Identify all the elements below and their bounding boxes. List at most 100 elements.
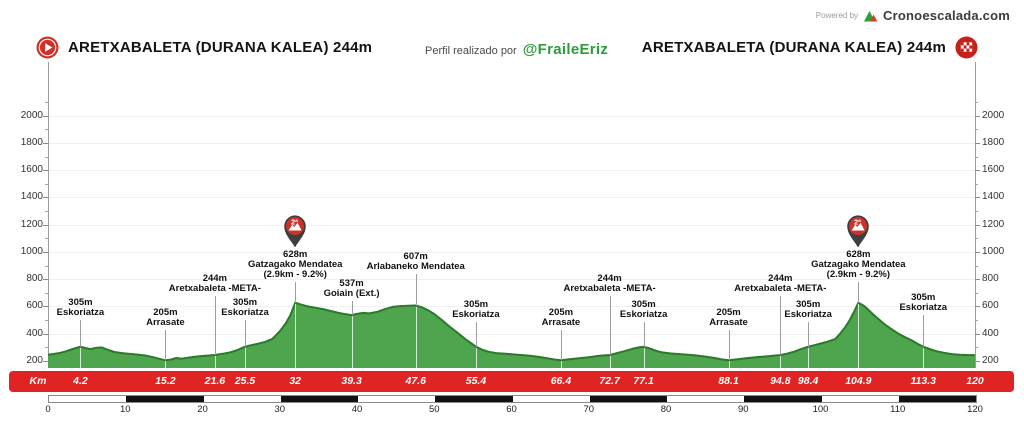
distance-scale-segment [744,396,822,402]
y-axis-label: 2000 [982,109,1005,121]
checkpoint-label: 205m Arrasate [709,308,748,328]
y-axis-label: 600 [26,300,43,312]
checkpoint-label: 607m Arlabaneko Mendatea [367,252,465,272]
checkpoint-label-line: Gatzagako Mendatea [247,259,343,270]
y-axis-label: 1000 [982,245,1005,257]
y-axis-minor-tick [45,320,48,322]
cronoescalada-logo-icon [862,8,879,23]
distance-scale-segment [513,396,590,402]
km-bar-value: 98.4 [797,375,819,387]
gridline [48,279,975,281]
y-axis-label: 1800 [20,136,43,148]
checkpoint-label-line: 305m [463,299,489,310]
checkpoint-label-line: 244m [768,273,793,284]
km-bar-value: 32 [289,375,302,387]
y-axis-label: 1000 [20,245,43,257]
y-axis-tick [975,115,980,117]
checkpoint-marker-line [295,282,297,303]
y-axis-minor-tick [975,211,978,213]
checkpoint-label-line: 244m [597,273,622,284]
y-axis-tick [43,251,48,253]
gridline [48,224,975,226]
checkpoint-label-line: 205m [716,307,741,318]
credit-handle-link[interactable]: @FraileEriz [522,41,609,58]
y-axis-tick [975,306,980,308]
x-axis-label: 20 [197,404,208,415]
powered-by-brand-link[interactable]: Cronoescalada.com [883,8,1010,23]
y-axis-tick [43,115,48,117]
y-axis-label: 1400 [982,191,1005,203]
y-axis-minor-tick [975,238,978,240]
y-axis-tick [975,170,980,172]
checkpoint-marker-line-inner [214,356,216,368]
x-axis-label: 120 [967,404,983,415]
checkpoint-label: 305m Eskoriatza [620,300,668,320]
distance-scale-segment [280,396,358,402]
checkpoint-label-line: 205m [548,307,574,318]
checkpoint-marker-line [609,296,611,355]
x-axis-label: 40 [351,404,363,415]
gridline [48,142,975,144]
x-axis-label: 60 [506,404,517,415]
checkpoint-marker-line-inner [475,347,477,368]
y-axis-label: 1600 [982,164,1005,176]
checkpoint-marker-line-inner [780,356,782,368]
y-axis-minor-tick [975,320,978,322]
finish-title: ARETXABALETA (DURANA KALEA) 244m [641,39,946,56]
checkpoint-label-line: Gatzagako Mendatea [811,259,906,270]
y-axis-minor-tick [45,183,48,185]
km-bar-value: 94.8 [770,375,791,387]
checkpoint-label: 244m Aretxabaleta -META- [734,274,826,294]
x-axis-label: 100 [812,404,829,415]
y-axis-tick [43,333,48,335]
checkpoint-label-line: 537m [339,278,364,289]
distance-scale-segment [898,396,976,402]
checkpoint-marker-line [165,330,167,361]
y-axis-minor-tick [975,183,978,185]
y-axis-minor-tick [45,292,48,294]
checkpoint-marker-line-inner [560,361,562,368]
gridline [48,333,975,335]
checkpoint-label-line: 305m [911,292,936,303]
y-axis-label: 600 [982,300,999,312]
checkpoint-marker-line [923,315,925,347]
checkpoint-label-line: 305m [232,297,258,308]
checkpoint-marker-line [780,296,782,355]
checkpoint-label: 205m Arrasate [146,308,185,328]
checkpoint-label: 305m Eskoriatza [784,300,832,320]
checkpoint-label-line: Eskoriatza [619,309,668,320]
powered-by-label: Powered by [815,11,859,20]
checkpoint-label-line: (2.9km - 9.2%) [826,269,891,280]
checkpoint-label-line: Eskoriatza [784,309,832,320]
y-axis-label: 1800 [982,136,1005,148]
y-axis-tick [43,306,48,308]
distance-scale-segment [358,396,435,402]
checkpoint-label: 305m Eskoriatza [221,298,269,318]
elevation-outline [48,301,975,362]
checkpoint-marker-line [415,274,417,306]
checkpoint-label: 305m Eskoriatza [57,298,105,318]
checkpoint-marker-line-inner [923,347,925,368]
x-axis-label: 0 [45,404,51,415]
checkpoint-label-line: 244m [202,273,228,284]
y-axis-minor-tick [975,102,978,104]
gridline [48,115,975,117]
checkpoint-label-line: Arrasate [146,317,185,328]
y-axis-minor-tick [45,156,48,158]
x-axis-label: 90 [737,404,749,415]
x-axis-label: 110 [890,404,906,415]
y-axis-label: 200 [26,355,43,366]
y-axis-minor-tick [45,102,48,104]
checkpoint-marker-line-inner [351,316,353,368]
x-axis-label: 70 [583,404,595,415]
checkpoint-marker-line-inner [415,306,417,368]
checkpoint-marker-line-inner [295,303,297,368]
y-axis-minor-tick [45,211,48,213]
checkpoint-label: 244m Aretxabaleta -META- [169,274,261,294]
km-bar-value: 47.6 [405,375,426,387]
y-axis-label: 800 [26,273,43,285]
km-bar-value: 21.6 [204,375,226,387]
y-axis-minor-tick [45,265,48,267]
